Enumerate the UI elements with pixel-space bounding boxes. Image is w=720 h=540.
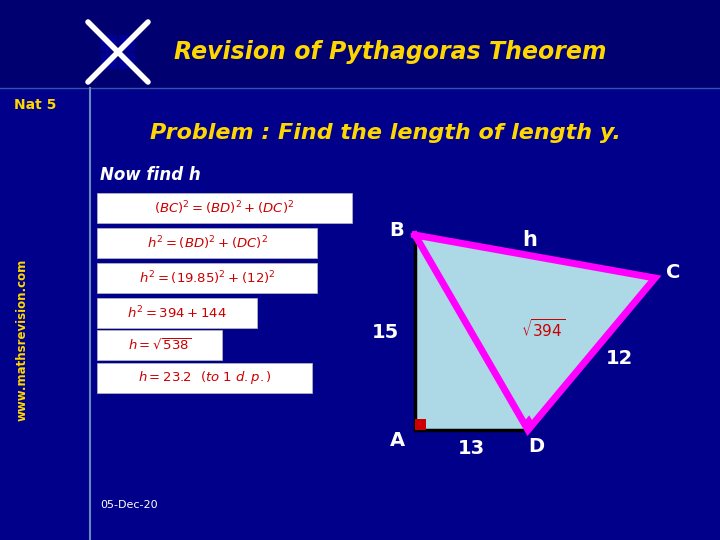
Bar (97, 228, 317, 258)
Bar (97, 330, 222, 360)
Bar (119, 35, 135, 51)
Text: A: A (390, 430, 405, 449)
Text: 05-Dec-20: 05-Dec-20 (100, 500, 158, 510)
Text: $h = 23.2\ \ (to\ 1\ d.p.)$: $h = 23.2\ \ (to\ 1\ d.p.)$ (138, 369, 271, 387)
Text: $h^2 = (BD)^2 + (DC)^2$: $h^2 = (BD)^2 + (DC)^2$ (146, 234, 268, 252)
Polygon shape (415, 235, 655, 430)
Text: $(BC)^2 = (BD)^2 + (DC)^2$: $(BC)^2 = (BD)^2 + (DC)^2$ (154, 199, 294, 217)
Bar (415, 419, 426, 430)
Bar (101, 53, 117, 69)
Text: 15: 15 (372, 323, 399, 342)
Polygon shape (523, 415, 534, 430)
Text: Now find h: Now find h (100, 166, 201, 184)
Text: h: h (523, 231, 537, 251)
Bar (101, 35, 117, 51)
Text: 12: 12 (606, 349, 633, 368)
Text: Problem : Find the length of length y.: Problem : Find the length of length y. (150, 123, 621, 143)
Bar (97, 363, 312, 393)
Bar (97, 263, 317, 293)
Text: B: B (390, 220, 405, 240)
Text: C: C (666, 264, 680, 282)
Text: Revision of Pythagoras Theorem: Revision of Pythagoras Theorem (174, 40, 606, 64)
Bar (97, 298, 257, 328)
Bar (97, 193, 352, 223)
Text: $h^2 = (19.85)^2 + (12)^2$: $h^2 = (19.85)^2 + (12)^2$ (139, 269, 275, 287)
Text: $h = \sqrt{538}$: $h = \sqrt{538}$ (127, 338, 192, 353)
Text: D: D (528, 437, 544, 456)
Text: $\sqrt{394}$: $\sqrt{394}$ (521, 319, 564, 340)
Text: Nat 5: Nat 5 (14, 98, 56, 112)
Bar (119, 53, 135, 69)
Text: $h^2 = 394 + 144$: $h^2 = 394 + 144$ (127, 305, 227, 321)
Bar (0, 0, 720, 88)
Text: www.mathsrevision.com: www.mathsrevision.com (16, 259, 29, 421)
Text: 13: 13 (458, 438, 485, 457)
